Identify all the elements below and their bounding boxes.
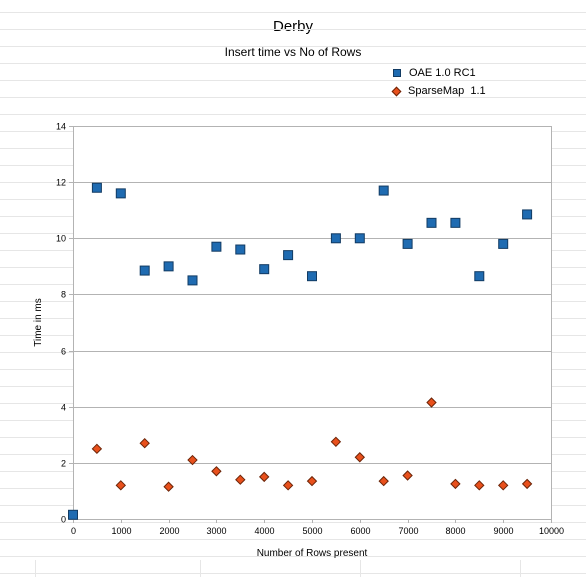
chart-title: Derby (272, 18, 313, 35)
oae-data-point (283, 250, 294, 261)
oae-data-point (68, 509, 78, 520)
oae-data-point (354, 233, 365, 244)
legend-item-oae: OAE 1.0 RC1 (393, 64, 486, 82)
oae-data-point (163, 261, 174, 272)
x-axis-ticks: 0 1000 2000 3000 4000 5000 6000 7000 8000 9000 100… (71, 519, 564, 536)
sparsemap-data-point (402, 470, 413, 481)
sparsemap-data-point (521, 478, 533, 490)
sparsemap-data-point (330, 436, 342, 448)
sparsemap-data-point (474, 480, 485, 491)
oae-data-point (498, 238, 509, 249)
oae-data-point (402, 238, 413, 249)
x-tick-label: 2000 (159, 526, 179, 536)
legend-item-sparsemap: SparseMap 1.1 (391, 82, 486, 100)
sparsemap-data-point (115, 480, 127, 491)
legend: OAE 1.0 RC1 SparseMap 1.1 (391, 64, 486, 100)
y-tick-label: 4 (61, 403, 66, 413)
x-tick-label: 5000 (302, 526, 322, 536)
y-tick-label: 8 (61, 290, 66, 300)
sparsemap-data-point (139, 438, 150, 449)
oae-data-point (450, 217, 461, 228)
plot-background (73, 126, 551, 519)
x-tick-label: 0 (71, 526, 76, 536)
sparsemap-data-point (282, 480, 294, 491)
legend-square-marker-icon (393, 69, 401, 77)
sparsemap-data-point (497, 480, 509, 491)
y-tick-label: 12 (56, 178, 66, 188)
y-tick-label: 14 (56, 122, 66, 132)
data-points (68, 182, 533, 520)
x-tick-label: 9000 (493, 526, 513, 536)
sparsemap-data-point (235, 474, 246, 485)
x-tick-label: 8000 (445, 526, 465, 536)
y-tick-label: 10 (56, 234, 66, 244)
chart-subtitle: Insert time vs No of Rows (224, 45, 362, 59)
sparsemap-data-point (378, 475, 389, 487)
oae-data-point (211, 241, 222, 252)
legend-label-oae: OAE 1.0 RC1 (409, 67, 476, 79)
oae-data-point (522, 209, 533, 220)
x-tick-label: 7000 (398, 526, 418, 536)
oae-data-point (474, 271, 485, 282)
x-tick-label: 6000 (350, 526, 370, 536)
sparsemap-data-point (91, 443, 103, 455)
plot-gridlines (73, 126, 551, 520)
sparsemap-data-point (306, 475, 318, 487)
x-axis-label: Number of Rows present (257, 548, 368, 559)
oae-data-point (115, 188, 126, 199)
oae-data-point (259, 264, 270, 275)
y-axis-label: Time in ms (33, 298, 44, 347)
sparsemap-data-point (450, 478, 461, 490)
sparsemap-data-point (426, 397, 437, 408)
oae-data-point (330, 233, 341, 244)
oae-data-point (235, 244, 246, 255)
oae-data-point (139, 265, 150, 276)
x-tick-label: 10000 (539, 526, 564, 536)
oae-data-point (426, 217, 437, 228)
x-tick-label: 1000 (111, 526, 131, 536)
legend-label-sparsemap: SparseMap 1.1 (408, 85, 486, 97)
oae-data-point (307, 271, 317, 282)
oae-data-point (187, 275, 198, 286)
oae-data-point (378, 185, 389, 196)
sparsemap-data-point (211, 466, 222, 477)
x-tick-label: 4000 (254, 526, 274, 536)
y-tick-label: 2 (61, 459, 66, 469)
y-axis-ticks: 0 2 4 6 8 10 12 14 (56, 122, 73, 525)
sparsemap-data-point (187, 454, 198, 466)
y-tick-label: 6 (61, 347, 66, 357)
y-tick-label: 0 (61, 515, 66, 525)
sparsemap-data-point (163, 481, 174, 492)
sparsemap-data-point (258, 471, 270, 483)
x-tick-label: 3000 (206, 526, 226, 536)
sparsemap-data-point (354, 452, 366, 463)
oae-data-point (91, 182, 102, 193)
